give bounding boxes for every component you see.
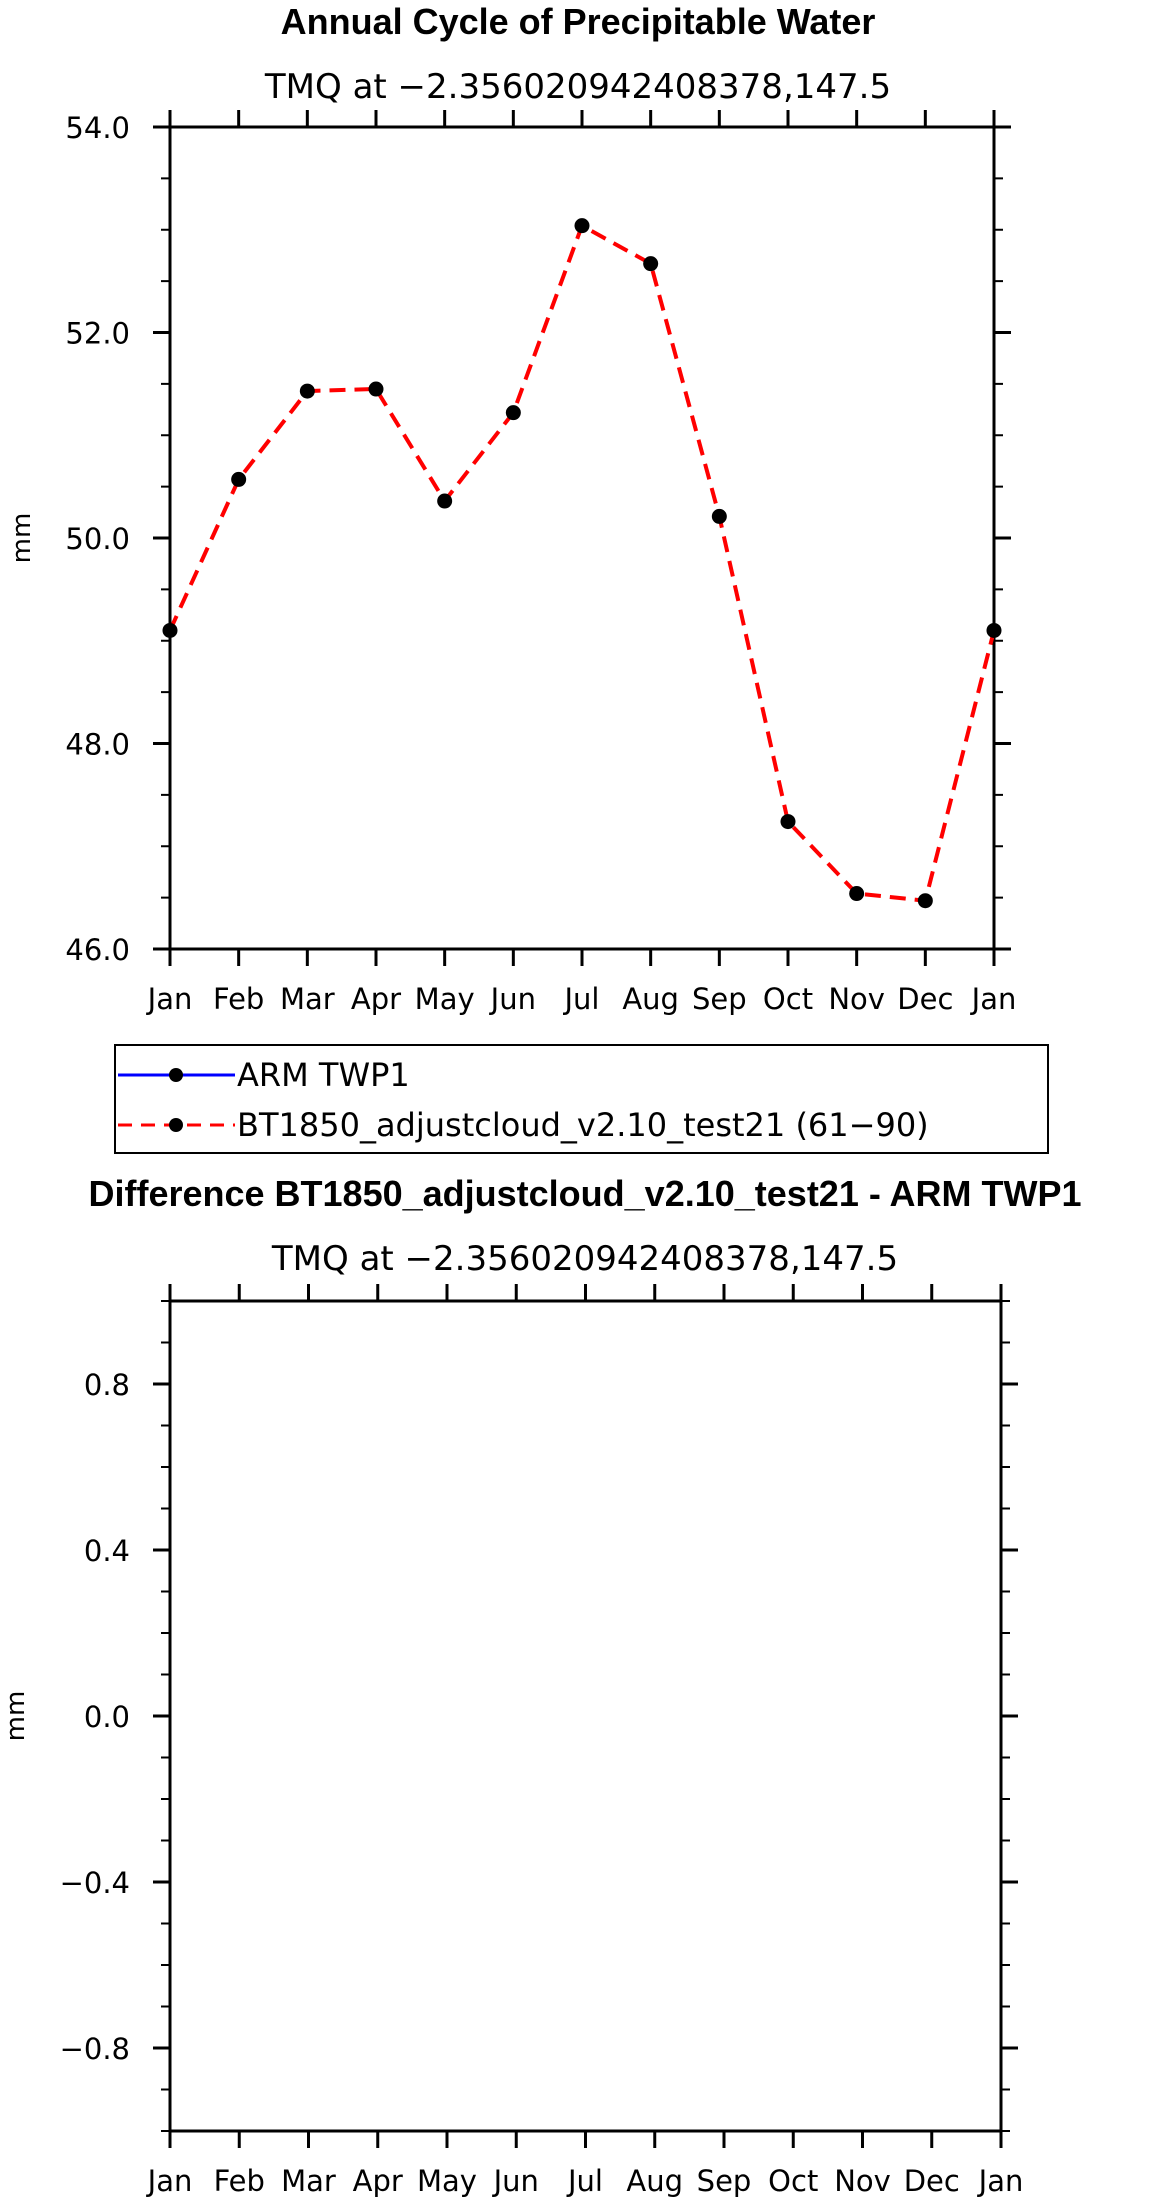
y-tick-label: 0.4 (84, 1534, 130, 1568)
x-tick-label: May (415, 982, 475, 1016)
x-tick-label: May (417, 2164, 477, 2198)
data-point (780, 814, 796, 830)
chart1-title: Annual Cycle of Precipitable Water (281, 1, 876, 42)
data-point (986, 622, 1002, 638)
data-point (917, 893, 933, 909)
y-tick-label: 0.8 (84, 1368, 130, 1402)
x-tick-label: Jan (977, 2164, 1024, 2198)
chart2-title: Difference BT1850_adjustcloud_v2.10_test… (88, 1173, 1081, 1214)
y-tick-label: −0.8 (60, 2032, 130, 2066)
annual-cycle-chart: Annual Cycle of Precipitable Water TMQ a… (7, 1, 1049, 1154)
x-tick-label: Sep (697, 2164, 752, 2198)
chart1-y-axis-label: mm (7, 513, 37, 564)
x-tick-label: Feb (214, 2164, 265, 2198)
x-tick-label: Jul (563, 982, 600, 1016)
x-tick-label: Jan (146, 982, 193, 1016)
chart1-legend: ARM TWP1 BT1850_adjustcloud_v2.10_test21… (114, 1044, 1049, 1154)
data-point (437, 493, 453, 509)
x-tick-label: Mar (280, 982, 335, 1016)
x-tick-label: Jan (146, 2164, 193, 2198)
y-tick-label: 0.0 (84, 1700, 130, 1734)
x-tick-label: Apr (351, 982, 401, 1016)
chart2-ticks (153, 1284, 1018, 2148)
x-tick-label: Dec (904, 2164, 960, 2198)
x-tick-label: Jun (492, 2164, 539, 2198)
x-tick-label: Feb (213, 982, 264, 1016)
chart1-ticks (153, 110, 1011, 966)
x-tick-label: Jan (970, 982, 1017, 1016)
data-point (711, 508, 727, 524)
chart1-y-tick-labels: 46.0 48.0 50.0 52.0 54.0 (65, 111, 130, 967)
chart1-x-tick-labels: Jan Feb Mar Apr May Jun Jul Aug Sep Oct Nov Dec Jan (146, 982, 1017, 1016)
chart1-subtitle: TMQ at −2.356020942408378,147.5 (264, 67, 891, 107)
data-point (299, 383, 315, 399)
difference-chart: Difference BT1850_adjustcloud_v2.10_test… (1, 1173, 1082, 2198)
legend-marker-model (169, 1118, 183, 1132)
chart1-series (162, 218, 1002, 909)
y-tick-label: 54.0 (65, 111, 130, 145)
y-tick-label: 48.0 (65, 728, 130, 762)
x-tick-label: Aug (626, 2164, 683, 2198)
x-tick-label: Nov (834, 2164, 891, 2198)
legend-entry-arm: ARM TWP1 (118, 1056, 410, 1094)
y-tick-label: 50.0 (65, 522, 130, 556)
x-tick-label: Jul (566, 2164, 603, 2198)
x-tick-label: Nov (828, 982, 885, 1016)
legend-label-model: BT1850_adjustcloud_v2.10_test21 (61−90) (237, 1106, 929, 1144)
x-tick-label: Oct (768, 2164, 818, 2198)
legend-entry-model: BT1850_adjustcloud_v2.10_test21 (61−90) (118, 1106, 929, 1144)
x-tick-label: Dec (897, 982, 953, 1016)
x-tick-label: Mar (281, 2164, 336, 2198)
data-point (231, 471, 247, 487)
data-point (505, 405, 521, 421)
data-point (368, 381, 384, 397)
chart2-y-axis-label: mm (1, 1691, 31, 1742)
y-tick-label: 46.0 (65, 933, 130, 967)
chart2-x-tick-labels: Jan Feb Mar Apr May Jun Jul Aug Sep Oct Nov Dec Jan (146, 2164, 1024, 2198)
legend-label-arm: ARM TWP1 (237, 1056, 410, 1094)
data-point (162, 622, 178, 638)
y-tick-label: 52.0 (65, 317, 130, 351)
data-point (643, 256, 659, 272)
chart1-plot-frame (168, 125, 996, 951)
y-tick-label: −0.4 (60, 1866, 130, 1900)
data-point (849, 886, 865, 902)
series-line-1 (168, 222, 996, 903)
chart2-plot-frame (168, 1299, 1003, 2133)
chart2-y-tick-labels: −0.8 −0.4 0.0 0.4 0.8 (60, 1368, 130, 2066)
x-tick-label: Jun (489, 982, 536, 1016)
x-tick-label: Sep (692, 982, 747, 1016)
data-point (574, 218, 590, 234)
x-tick-label: Oct (763, 982, 813, 1016)
legend-box (114, 1044, 1049, 1154)
x-tick-label: Apr (353, 2164, 403, 2198)
chart2-subtitle: TMQ at −2.356020942408378,147.5 (271, 1239, 898, 1279)
x-tick-label: Aug (622, 982, 679, 1016)
legend-marker-arm (169, 1068, 183, 1082)
